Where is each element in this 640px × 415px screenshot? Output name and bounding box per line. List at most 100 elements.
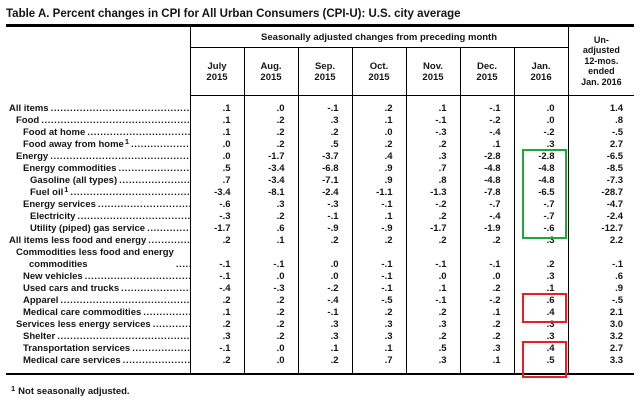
row-label-cell: Apparel (6, 295, 191, 307)
value-cell: .3 (406, 319, 461, 331)
value-cell: -.1 (406, 115, 461, 127)
value-cell: -.2 (298, 283, 353, 295)
value-cell: -7.1 (298, 175, 353, 187)
value-cell: .4 (514, 307, 569, 319)
value-cell: .1 (190, 127, 245, 139)
value-cell: .3 (406, 355, 461, 374)
header-row-group: Seasonally adjusted changes from precedi… (6, 25, 635, 96)
dot-leader (85, 271, 190, 283)
value-cell: .2 (244, 139, 299, 151)
row-label-text: Used cars and trucks (23, 283, 120, 294)
value-cell: -4.8 (514, 163, 569, 175)
value-cell: .2 (244, 211, 299, 223)
unadjusted-header: Un- adjusted 12-mos. ended Jan. 2016 (568, 25, 635, 96)
value-cell: -2.8 (514, 151, 569, 163)
row-label-cell: New vehicles (6, 271, 191, 283)
value-cell: -.5 (611, 127, 624, 138)
value-cell: .2 (244, 127, 299, 139)
table-row: Commodities less food and energy commodi… (6, 247, 634, 271)
value-cell: .1 (352, 211, 407, 223)
row-label: Commodities less food and energy commodi… (6, 247, 190, 271)
value-cell: -2.4 (298, 187, 353, 199)
value-cell: .8 (615, 115, 624, 126)
table-row: Services less energy services.2.2.3.3.3.… (6, 319, 634, 331)
cpi-table: Seasonally adjusted changes from precedi… (6, 24, 635, 375)
value-cell: -.7 (460, 199, 515, 211)
value-cell: .3 (460, 343, 515, 355)
value-cell: -1.3 (406, 187, 461, 199)
dot-leader (98, 199, 190, 211)
row-label-cell: Energy services (6, 199, 191, 211)
row-label-text: All items (9, 103, 49, 114)
table-row: Medical care commodities.1.2-.1.2.2.1.42… (6, 307, 634, 319)
row-label-cell: All items (6, 95, 191, 115)
value-cell: .3 (298, 331, 353, 343)
value-cell: -2.4 (606, 211, 624, 222)
value-cell: .2 (298, 235, 353, 247)
row-label-cell: Energy commodities (6, 163, 191, 175)
table-header: Seasonally adjusted changes from precedi… (6, 25, 635, 96)
row-label-text: Food away from home1 (23, 137, 129, 150)
value-cell: .0 (244, 355, 299, 374)
row-label-cell: Fuel oil1 (6, 185, 191, 199)
row-label-cell: Gasoline (all types) (6, 175, 191, 187)
stub-header (6, 25, 191, 96)
table-row: Gasoline (all types).7-3.4-7.1.9.8-4.8-4… (6, 175, 634, 187)
value-cell: .9 (352, 175, 407, 187)
row-label-text: Gasoline (all types) (30, 175, 118, 186)
value-cell: .1 (352, 115, 407, 127)
row-label-cell: Services less energy services (6, 319, 191, 331)
table-body: All items.1.0-.1.2.1-.1.01.4Food.1.2.3.1… (6, 95, 634, 374)
row-label-text: Food at home (23, 127, 86, 138)
value-cell: -6.8 (298, 163, 353, 175)
value-cell: -4.8 (514, 175, 569, 187)
value-cell: .1 (190, 307, 245, 319)
row-label-cell: Transportation services (6, 343, 191, 355)
value-cell: .7 (406, 163, 461, 175)
value-cell: -.2 (406, 199, 461, 211)
row-label: Medical care commodities (6, 307, 190, 319)
value-cell: .2 (352, 307, 407, 319)
value-cell: .4 (514, 343, 569, 355)
value-cell: .2 (406, 307, 461, 319)
month-year: 2015 (368, 71, 390, 83)
value-cell: 1.4 (609, 103, 624, 114)
row-label-text: Apparel (23, 295, 59, 306)
value-cell: .0 (244, 95, 299, 115)
value-cell: -3.4 (244, 163, 299, 175)
value-cell: -.4 (190, 283, 245, 295)
table-row: All items less food and energy.2.1.2.2.2… (6, 235, 634, 247)
row-label: Food away from home1 (6, 137, 190, 151)
value-cell: .7 (352, 355, 407, 374)
value-cell: .2 (244, 331, 299, 343)
value-cell: .1 (352, 343, 407, 355)
footnote: 1 Not seasonally adjusted. (10, 384, 635, 397)
dot-leader (87, 127, 189, 139)
row-label-cell: Medical care services (6, 355, 191, 374)
row-label: All items less food and energy (6, 235, 190, 247)
value-cell: .0 (406, 271, 461, 283)
value-cell: .1 (244, 235, 299, 247)
value-cell: -.1 (298, 307, 353, 319)
value-cell: .1 (406, 283, 461, 295)
value-cell: -.4 (460, 127, 515, 139)
value-cell: .2 (244, 295, 299, 307)
value-cell: .2 (352, 95, 407, 115)
row-label-text: Commodities less food and energy commodi… (16, 247, 174, 270)
table-row: Apparel.2.2-.4-.5-.1-.2.6-.5 (6, 295, 634, 307)
value-cell: -28.7 (601, 187, 624, 198)
value-cell: -1.1 (352, 187, 407, 199)
value-cell: .3 (514, 139, 569, 151)
value-cell: .9 (615, 283, 624, 294)
dot-leader (147, 223, 189, 235)
value-cell: -3.7 (298, 151, 353, 163)
value-cell: .7 (190, 175, 245, 187)
row-label-cell: Utility (piped) gas service (6, 223, 191, 235)
value-cell: -.5 (611, 295, 624, 306)
value-cell: -1.9 (460, 223, 515, 235)
value-cell: .3 (190, 331, 245, 343)
value-cell: -.4 (298, 295, 353, 307)
dot-leader (123, 355, 190, 367)
value-cell: -1.7 (406, 223, 461, 235)
value-cell: 3.2 (609, 331, 624, 342)
